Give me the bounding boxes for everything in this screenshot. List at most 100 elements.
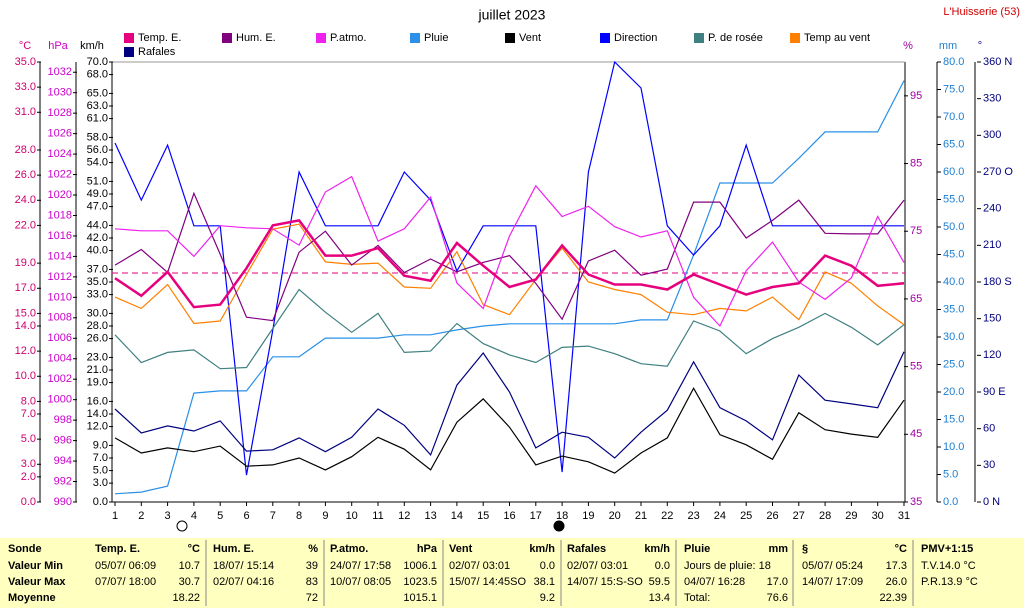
y-tick-label: 1014	[48, 250, 72, 262]
x-tick-label: 9	[322, 510, 328, 522]
x-tick-label: 10	[346, 510, 358, 522]
cell-value: 76.6	[767, 592, 788, 604]
x-tick-label: 20	[609, 510, 621, 522]
legend-swatch	[505, 33, 515, 43]
cell-text: P.R.13.9 °C	[921, 576, 978, 588]
series-line	[114, 60, 904, 476]
y-tick-label: 9.0	[93, 439, 108, 451]
y-tick-label: 330	[983, 93, 1001, 105]
y-tick-label: 990	[54, 496, 72, 508]
legend-swatch	[694, 33, 704, 43]
y-tick-label: 10.0	[15, 370, 36, 382]
x-tick-label: 21	[635, 510, 647, 522]
location: L'Huisserie (53)	[943, 6, 1020, 18]
y-tick-label: 300	[983, 129, 1001, 141]
column-unit: %	[308, 543, 318, 555]
column-unit: mm	[768, 543, 788, 555]
x-tick-label: 6	[243, 510, 249, 522]
cell-value: 1006.1	[403, 560, 437, 572]
y-tick-label: 14.0	[15, 320, 36, 332]
cell-value: 17.3	[886, 560, 907, 572]
y-tick-label: 998	[54, 414, 72, 426]
y-tick-label: 28.0	[87, 320, 108, 332]
y-tick-label: 45.0	[943, 248, 964, 260]
y-tick-label: 20.0	[943, 386, 964, 398]
y-tick-label: 1006	[48, 332, 72, 344]
axis-unit: °C	[19, 40, 31, 52]
column-header: Vent	[449, 543, 473, 555]
cell-value: 39	[306, 560, 318, 572]
x-tick-label: 29	[845, 510, 857, 522]
y-tick-label: 16.0	[87, 395, 108, 407]
cell-value: 13.4	[649, 592, 670, 604]
y-tick-label: 1016	[48, 230, 72, 242]
y-tick-label: 25.0	[943, 358, 964, 370]
series-line	[114, 219, 905, 309]
column-header: Hum. E.	[213, 543, 254, 555]
legend-swatch	[600, 33, 610, 43]
cell-value: 17.0	[767, 576, 788, 588]
x-tick-label: 15	[477, 510, 489, 522]
y-tick-label: 1008	[48, 312, 72, 324]
series-line	[114, 175, 905, 328]
cell-text: 24/07/ 17:58	[330, 560, 391, 572]
y-tick-label: 35.0	[87, 276, 108, 288]
axis-unit: km/h	[80, 40, 104, 52]
column-unit: km/h	[644, 543, 670, 555]
cell-value: 10.7	[179, 560, 200, 572]
column-unit: km/h	[529, 543, 555, 555]
cell-text: 05/07/ 06:09	[95, 560, 156, 572]
summary-table	[0, 538, 1024, 608]
y-tick-label: 35.0	[943, 303, 964, 315]
y-tick-label: 55.0	[943, 193, 964, 205]
x-tick-label: 22	[661, 510, 673, 522]
y-tick-label: 47.0	[87, 200, 108, 212]
y-tick-label: 120	[983, 349, 1001, 361]
y-tick-label: 75.0	[943, 83, 964, 95]
x-tick-label: 4	[191, 510, 197, 522]
x-tick-label: 24	[714, 510, 726, 522]
y-tick-label: 31.0	[15, 106, 36, 118]
y-tick-label: 40.0	[943, 276, 964, 288]
y-tick-label: 3.0	[21, 458, 36, 470]
column-header: PMV+1:15	[921, 543, 973, 555]
column-header: Rafales	[567, 543, 606, 555]
cell-value: 30.7	[179, 576, 200, 588]
y-tick-label: 8.0	[21, 395, 36, 407]
y-tick-label: 33.0	[87, 288, 108, 300]
x-tick-label: 17	[530, 510, 542, 522]
x-tick-label: 8	[296, 510, 302, 522]
cell-text: 05/07/ 05:24	[802, 560, 863, 572]
y-tick-label: 22.0	[15, 219, 36, 231]
y-tick-label: 1000	[48, 394, 72, 406]
y-tick-label: 17.0	[15, 282, 36, 294]
x-tick-label: 7	[270, 510, 276, 522]
y-tick-label: 37.0	[87, 263, 108, 275]
cell-text: 04/07/ 16:28	[684, 576, 745, 588]
x-tick-label: 16	[503, 510, 515, 522]
y-tick-label: 85	[910, 157, 922, 169]
column-unit: °C	[895, 543, 907, 555]
y-tick-label: 23.0	[87, 351, 108, 363]
y-tick-label: 1032	[48, 66, 72, 78]
legend-label: Temp. E.	[138, 32, 181, 44]
y-tick-label: 10.0	[943, 441, 964, 453]
y-tick-label: 1010	[48, 291, 72, 303]
y-tick-label: 35	[910, 496, 922, 508]
y-tick-label: 68.0	[87, 68, 108, 80]
y-tick-label: 240	[983, 203, 1001, 215]
axis-unit: mm	[939, 40, 957, 52]
y-tick-label: 1018	[48, 209, 72, 221]
series-line	[114, 288, 905, 370]
y-tick-label: 180 S	[983, 276, 1012, 288]
y-tick-label: 55	[910, 361, 922, 373]
y-tick-label: 996	[54, 435, 72, 447]
x-tick-label: 18	[556, 510, 568, 522]
y-tick-label: 58.0	[87, 131, 108, 143]
cell-text: 14/07/ 15:S-SO	[567, 576, 643, 588]
y-tick-label: 360 N	[983, 56, 1012, 68]
cell-value: 1015.1	[403, 592, 437, 604]
legend-label: P.atmo.	[330, 32, 367, 44]
y-tick-label: 44.0	[87, 219, 108, 231]
